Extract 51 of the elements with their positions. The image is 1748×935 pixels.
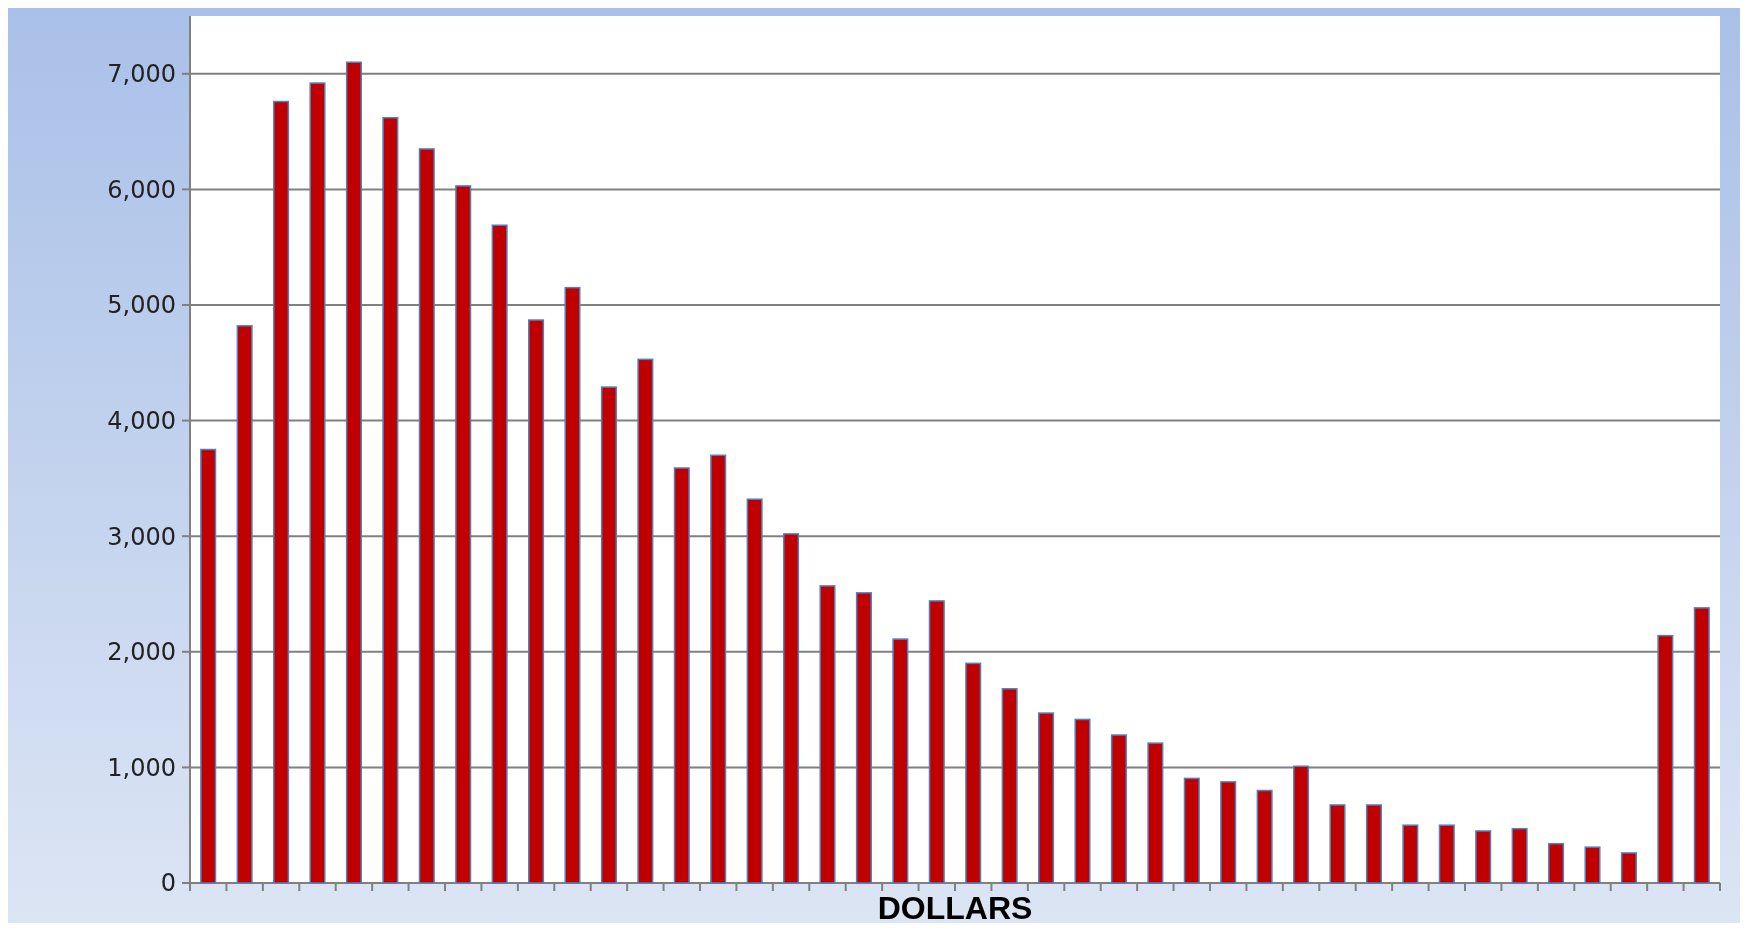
bar [1402, 824, 1419, 884]
bar [1110, 734, 1127, 884]
y-tick-label: 6,000 [107, 175, 176, 204]
y-tick-label: 5,000 [107, 291, 176, 320]
bar [455, 185, 472, 884]
bar [855, 592, 872, 884]
y-tick-label: 0 [160, 869, 176, 898]
bar [965, 662, 982, 884]
bar [892, 638, 909, 884]
bar [309, 82, 326, 884]
bar [1511, 827, 1528, 884]
bar [528, 319, 545, 884]
x-axis-title: DOLLARS [877, 890, 1033, 926]
bar [1657, 634, 1674, 884]
bar [1183, 777, 1200, 884]
bar [673, 467, 690, 884]
y-tick-label: 4,000 [107, 407, 176, 435]
y-tick-label: 3,000 [107, 522, 176, 551]
bar [1438, 824, 1455, 884]
bar [382, 116, 399, 884]
bar [564, 286, 581, 884]
bar [1001, 688, 1018, 884]
bar [1220, 781, 1237, 884]
bar [1256, 789, 1273, 884]
y-tick-label: 1,000 [107, 753, 176, 782]
bar [1620, 852, 1637, 884]
bar [710, 454, 727, 884]
bar [1584, 846, 1601, 884]
bar [1329, 804, 1346, 884]
bar [1475, 830, 1492, 884]
bar [600, 386, 617, 884]
bar [1693, 607, 1710, 884]
bar [1365, 804, 1382, 884]
bar [637, 358, 654, 884]
bar [1038, 712, 1055, 884]
bar [491, 224, 508, 884]
bar [928, 600, 945, 884]
bar [783, 533, 800, 884]
bar [1548, 842, 1565, 884]
bar [1293, 765, 1310, 884]
bar [418, 148, 435, 884]
bar [819, 585, 836, 884]
y-tick-label: 7,000 [107, 60, 176, 89]
bar [746, 498, 763, 884]
bar [1147, 742, 1164, 884]
bar [345, 61, 362, 884]
bar [200, 448, 217, 884]
bar [273, 100, 290, 884]
y-tick-label: 2,000 [107, 638, 176, 667]
bar [1074, 718, 1091, 884]
bar [236, 325, 253, 884]
